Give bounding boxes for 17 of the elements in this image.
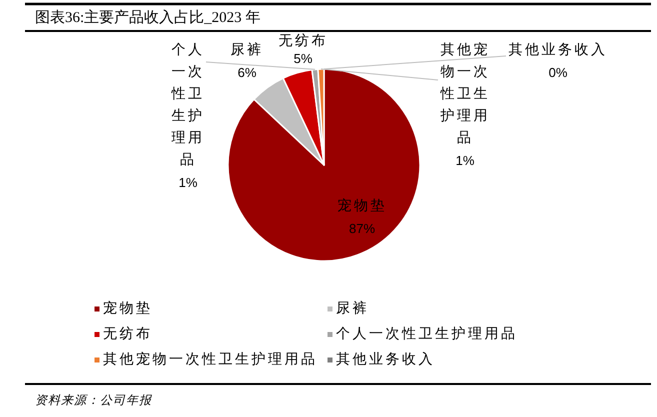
data-label: 个人一次性卫生护理用品 1% (170, 42, 206, 192)
data-label: 其他业务收入 0% (508, 42, 608, 82)
legend-item: 个人一次性卫生护理用品 (328, 327, 518, 342)
data-label: 无纺布 5% (277, 33, 329, 67)
data-label: 宠物垫 87% (336, 197, 388, 238)
legend-item: 宠物垫 (94, 302, 152, 316)
data-label: 其他宠物一次性卫生护理用品 1% (439, 41, 491, 170)
legend-item: 尿裤 (328, 302, 369, 316)
legend-label: 尿裤 (336, 300, 369, 316)
legend-label: 无纺布 (103, 326, 152, 342)
annotation: 资料来源：公司年报 (35, 393, 152, 407)
data-label: 尿裤 6% (230, 41, 264, 82)
legend-item: 其他业务收入 (328, 352, 435, 368)
title: 图表36:主要产品收入占比_2023 年 (35, 10, 260, 26)
legend-item: 其他宠物一次性卫生护理用品 (94, 352, 318, 368)
legend-label: 宠物垫 (103, 300, 152, 316)
legend-item: 无纺布 (94, 327, 152, 342)
